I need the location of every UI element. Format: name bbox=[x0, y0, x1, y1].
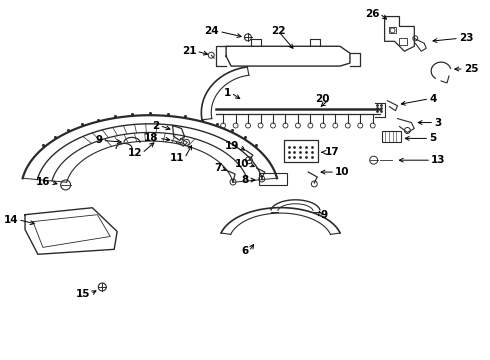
Text: 19: 19 bbox=[224, 141, 239, 151]
Bar bbox=[399, 39, 407, 45]
Text: 9: 9 bbox=[95, 135, 102, 145]
Text: 7: 7 bbox=[214, 163, 221, 173]
Text: 23: 23 bbox=[459, 33, 473, 43]
Text: 14: 14 bbox=[3, 215, 18, 225]
Text: 18: 18 bbox=[144, 134, 159, 143]
Text: 25: 25 bbox=[464, 64, 478, 74]
Text: 10: 10 bbox=[335, 167, 349, 177]
Text: 13: 13 bbox=[431, 155, 446, 165]
Text: 21: 21 bbox=[182, 46, 196, 56]
Text: 22: 22 bbox=[271, 26, 286, 36]
Text: 2: 2 bbox=[152, 121, 160, 131]
Text: 24: 24 bbox=[204, 26, 219, 36]
Text: 8: 8 bbox=[242, 175, 249, 185]
Bar bbox=[389, 27, 396, 33]
Text: 6: 6 bbox=[242, 246, 249, 256]
Text: 3: 3 bbox=[434, 118, 441, 127]
Text: 20: 20 bbox=[316, 94, 330, 104]
Bar bbox=[259, 173, 287, 185]
Text: 5: 5 bbox=[429, 134, 437, 143]
Bar bbox=[284, 140, 318, 162]
Text: 1: 1 bbox=[224, 88, 231, 98]
Text: 15: 15 bbox=[76, 289, 91, 299]
Text: 26: 26 bbox=[365, 9, 380, 19]
Text: 16: 16 bbox=[36, 177, 51, 187]
Text: 12: 12 bbox=[127, 148, 142, 158]
Text: 4: 4 bbox=[429, 94, 437, 104]
Bar bbox=[382, 131, 401, 142]
Text: 10: 10 bbox=[234, 159, 249, 169]
Text: 17: 17 bbox=[325, 147, 340, 157]
Text: 9: 9 bbox=[320, 210, 327, 220]
Text: 11: 11 bbox=[170, 153, 185, 163]
